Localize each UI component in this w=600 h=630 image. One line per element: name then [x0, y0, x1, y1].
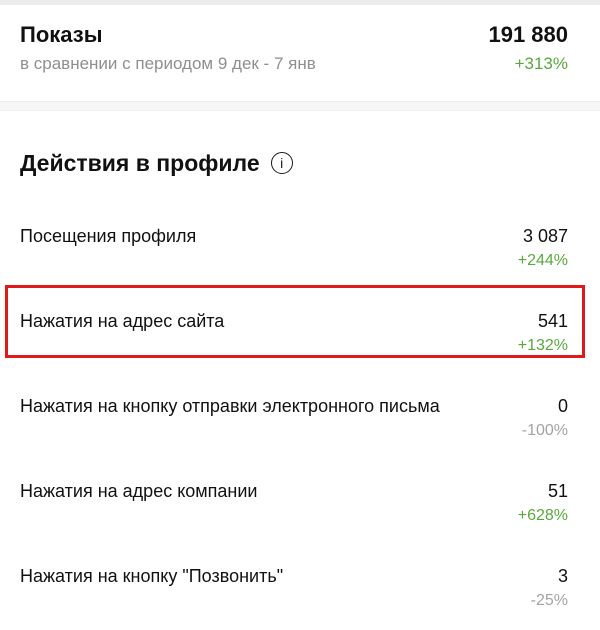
- metric-value: 3: [557, 566, 568, 586]
- metric-row-website-taps: Нажатия на адрес сайта 541 +132%: [5, 285, 585, 358]
- insights-panel: Показы 191 880 в сравнении с периодом 9 …: [0, 0, 600, 611]
- section-title: Действия в профиле: [20, 150, 260, 176]
- impressions-label: Показы: [20, 22, 103, 47]
- metric-delta: +244%: [517, 252, 568, 269]
- impressions-value: 191 880: [488, 22, 568, 47]
- metric-delta: +132%: [517, 337, 568, 354]
- info-icon[interactable]: i: [270, 152, 293, 174]
- metric-row-email-button-taps: Нажатия на кнопку отправки электронного …: [20, 395, 568, 441]
- profile-actions-section: Действия в профиле i Посещения профиля 3…: [0, 148, 600, 611]
- metric-row-call-button-taps: Нажатия на кнопку "Позвонить" 3 -25%: [20, 565, 568, 611]
- metrics-list: Посещения профиля 3 087 +244% Нажатия на…: [5, 225, 585, 611]
- metric-delta: -25%: [530, 592, 568, 609]
- metric-row-profile-visits: Посещения профиля 3 087 +244%: [20, 225, 568, 271]
- section-divider: [0, 101, 600, 111]
- metric-label: Нажатия на кнопку отправки электронного …: [20, 396, 440, 416]
- metric-delta: +628%: [517, 507, 568, 524]
- impressions-delta: +313%: [514, 54, 568, 73]
- metric-value: 3 087: [522, 226, 568, 246]
- metric-value: 51: [547, 481, 568, 501]
- comparison-period-label: в сравнении с периодом 9 дек - 7 янв: [20, 54, 316, 73]
- metric-value: 541: [537, 311, 568, 331]
- top-divider: [0, 0, 600, 5]
- metric-label: Нажатия на адрес сайта: [20, 311, 225, 331]
- metric-label: Нажатия на кнопку "Позвонить": [20, 566, 284, 586]
- metric-value: 0: [557, 396, 568, 416]
- metric-row-company-address-taps: Нажатия на адрес компании 51 +628%: [20, 480, 568, 526]
- metric-label: Посещения профиля: [20, 226, 197, 246]
- metric-delta: -100%: [521, 422, 568, 439]
- metric-label: Нажатия на адрес компании: [20, 481, 258, 501]
- impressions-summary: Показы 191 880 в сравнении с периодом 9 …: [0, 5, 600, 75]
